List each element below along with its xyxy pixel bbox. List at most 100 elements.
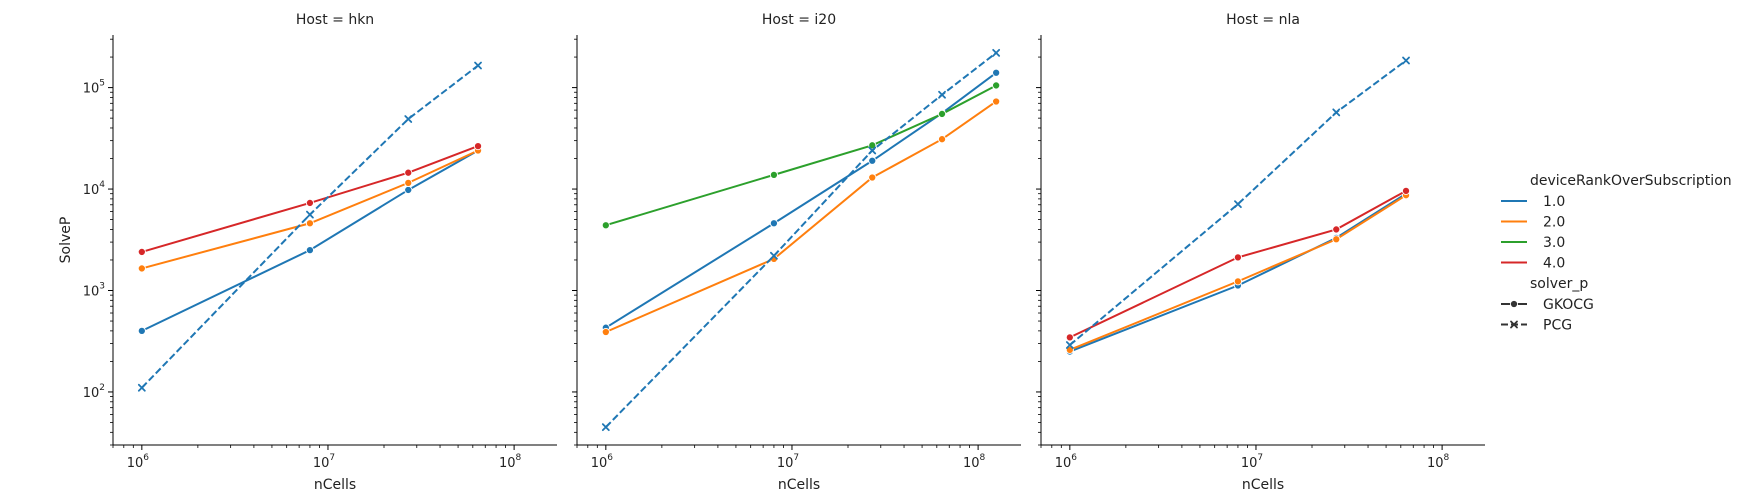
data-point-x-marker: [1065, 341, 1074, 349]
series-line-1.0-GKOCG: [1069, 192, 1407, 353]
data-point-circle: [868, 156, 877, 165]
series-line-2.0-GKOCG: [141, 149, 479, 270]
data-point-x-marker: [601, 423, 610, 432]
panel-title: Host = nla: [1226, 12, 1300, 28]
x-tick-label: 106: [127, 453, 150, 471]
series-line-1.0-GKOCG: [141, 149, 479, 332]
data-point-circle: [473, 142, 483, 151]
data-point-circle: [305, 198, 314, 207]
data-point-circle: [769, 219, 778, 228]
data-point-x-marker: [1332, 108, 1341, 117]
y-tick-label-base: 10: [83, 285, 100, 300]
data-point-circle: [937, 109, 947, 118]
x-tick-label-exponent: 6: [607, 453, 613, 463]
data-point-circle: [1233, 253, 1242, 262]
series-line-1.0-GKOCG: [605, 71, 997, 329]
data-point-circle: [601, 221, 610, 230]
series-line-4.0-GKOCG: [141, 145, 479, 253]
data-point-circle: [601, 327, 610, 337]
series-line-2.0-GKOCG: [605, 100, 997, 333]
x-tick-label-exponent: 6: [143, 453, 149, 463]
x-tick-label-exponent: 7: [793, 453, 799, 463]
x-axis-label: nCells: [778, 477, 820, 493]
data-point-circle: [1233, 277, 1242, 286]
x-axis-label: nCells: [1242, 477, 1284, 493]
y-tick-label-base: 10: [83, 386, 100, 401]
data-point-x-marker: [868, 146, 877, 155]
series-line-4.0-GKOCG: [1069, 189, 1407, 339]
x-tick-label: 107: [777, 453, 799, 471]
y-tick-label-base: 10: [83, 82, 100, 97]
legend-style-title: solver_p: [1530, 276, 1588, 292]
panel-title: Host = hkn: [296, 12, 374, 28]
data-point-x-marker: [306, 210, 314, 219]
data-point-circle: [992, 97, 1001, 106]
data-point-x-marker: [992, 48, 1001, 57]
data-point-circle: [404, 178, 413, 187]
x-tick-label-exponent: 7: [1257, 453, 1263, 463]
series-line-2.0-GKOCG: [1069, 194, 1407, 351]
legend-entry-label: 2.0: [1543, 215, 1565, 231]
x-tick-label: 106: [1055, 453, 1078, 471]
data-point-circle: [868, 141, 877, 150]
x-tick-label-exponent: 8: [516, 453, 522, 463]
x-tick-label-exponent: 6: [1071, 453, 1077, 463]
y-tick-label-exponent: 5: [99, 79, 105, 89]
data-point-x-marker: [1234, 200, 1242, 209]
data-point-circle: [868, 173, 877, 182]
series-line-1.0-PCG: [605, 52, 997, 428]
data-point-circle: [404, 168, 413, 177]
x-tick-label-base: 10: [963, 456, 980, 471]
panel-title: Host = i20: [762, 12, 836, 28]
x-tick-label: 108: [963, 453, 986, 471]
data-point-circle: [137, 264, 146, 273]
y-tick-label: 102: [83, 383, 105, 401]
y-tick-label-exponent: 3: [99, 282, 105, 292]
legend-hue-title: deviceRankOverSubscription: [1530, 173, 1732, 189]
x-tick-label-base: 10: [127, 456, 144, 471]
data-point-circle: [992, 81, 1001, 90]
series-line-3.0-GKOCG: [605, 84, 997, 227]
x-tick-label-exponent: 8: [980, 453, 986, 463]
x-axis-label: nCells: [314, 477, 356, 493]
data-point-circle: [1065, 333, 1074, 342]
x-tick-label-base: 10: [1055, 456, 1072, 471]
data-point-x-marker: [137, 383, 146, 392]
legend-entry-label: 3.0: [1543, 235, 1565, 251]
data-point-circle: [1332, 235, 1341, 244]
y-tick-label-exponent: 4: [99, 180, 105, 190]
data-point-circle: [305, 219, 314, 228]
x-tick-label: 108: [1427, 453, 1450, 471]
legend-entry-label: 4.0: [1543, 256, 1565, 272]
x-tick-label-base: 10: [1241, 456, 1258, 471]
y-tick-label: 104: [83, 180, 106, 198]
y-tick-label: 103: [83, 282, 105, 300]
x-tick-label-base: 10: [777, 456, 794, 471]
legend: deviceRankOverSubscription 1.0 2.0 3.0 4.0 so…: [1501, 173, 1732, 334]
data-point-circle: [1401, 186, 1411, 195]
data-point-circle: [137, 326, 146, 335]
data-point-circle: [305, 246, 314, 255]
data-point-circle: [404, 185, 413, 194]
x-tick-label-base: 10: [591, 456, 608, 471]
data-point-circle: [137, 247, 146, 256]
data-point-circle: [937, 135, 947, 144]
y-axis-label: SolveP: [58, 217, 74, 264]
x-tick-label: 106: [591, 453, 614, 471]
series-line-1.0-PCG: [141, 64, 479, 389]
y-tick-label: 105: [83, 79, 105, 97]
data-point-circle: [1332, 225, 1341, 234]
legend-entry-label: 1.0: [1543, 194, 1565, 210]
data-point-x-marker: [474, 61, 482, 70]
x-tick-label: 107: [1241, 453, 1263, 471]
data-point-circle: [769, 170, 778, 179]
data-point-x-marker: [404, 115, 413, 123]
x-tick-label-exponent: 8: [1444, 453, 1450, 463]
legend-x-marker: [1510, 320, 1518, 329]
x-tick-label: 107: [313, 453, 335, 471]
x-tick-label: 108: [499, 453, 522, 471]
data-point-x-marker: [770, 251, 778, 260]
